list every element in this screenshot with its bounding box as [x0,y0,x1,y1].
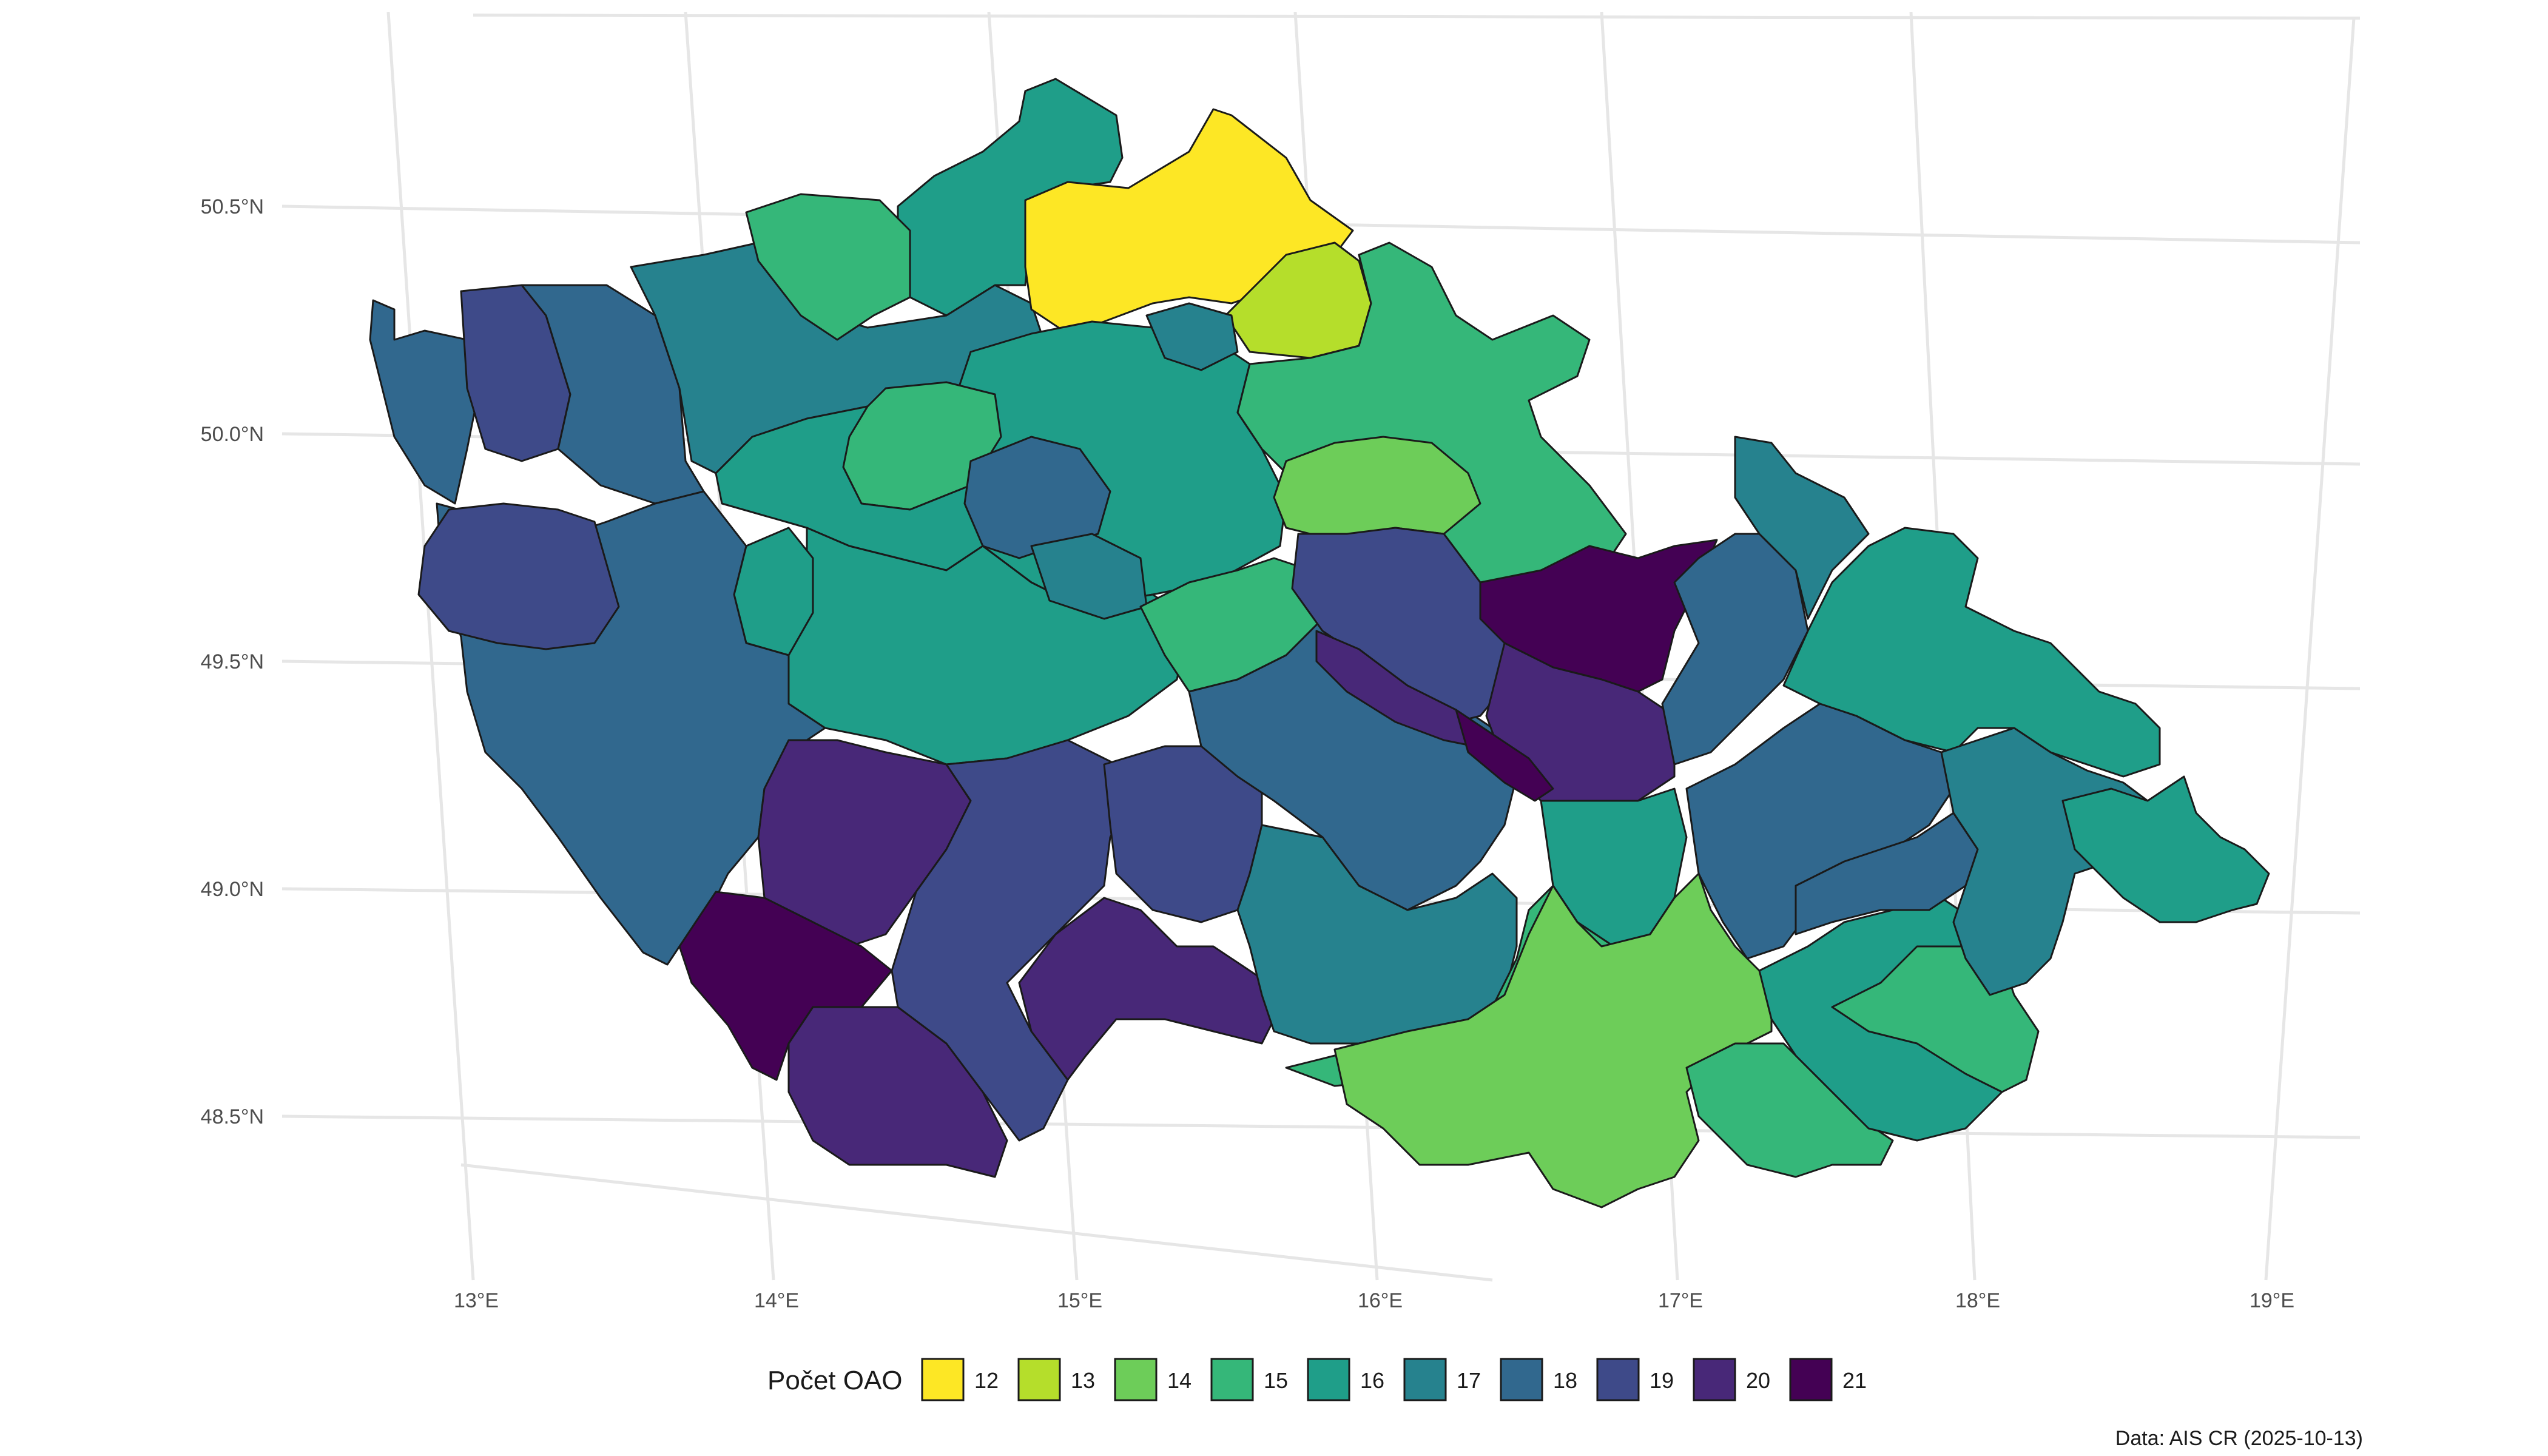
legend-label-20: 20 [1746,1368,1770,1393]
lon-label: 19°E [2250,1289,2294,1312]
region-domazlice [417,502,620,650]
region-mlada-boleslav [1145,302,1239,371]
legend-label-15: 15 [1264,1368,1288,1393]
legend-swatch-16 [1307,1358,1350,1401]
legend-swatch-21 [1789,1358,1833,1401]
parallel-48-2n [460,1163,1493,1282]
lon-label: 15°E [1057,1289,1102,1312]
longitude-labels: 13°E 14°E 15°E 16°E 17°E 18°E 19°E [454,1289,2294,1312]
region-hodonin [1685,1042,1894,1178]
parallel-48-5n [281,1114,2361,1139]
legend-swatch-12 [921,1358,965,1401]
legend-swatch-18 [1500,1358,1543,1401]
parallel-50-8n [473,13,2361,20]
lon-label: 17°E [1658,1289,1703,1312]
lat-label: 48.5°N [201,1105,264,1128]
legend-label-16: 16 [1360,1368,1384,1393]
meridian-19e [2264,18,2356,1281]
lon-label: 16°E [1358,1289,1403,1312]
legend-items: 12 13 14 15 16 17 18 19 20 21 [921,1358,1867,1401]
legend-label-12: 12 [974,1368,999,1393]
legend-label-17: 17 [1457,1368,1481,1393]
region-jindrichuv-hradec [1018,897,1287,1081]
legend-swatch-19 [1596,1358,1640,1401]
region-karlovy-vary-west [369,299,480,505]
region-jihlava-strip [1455,709,1554,802]
lon-label: 13°E [454,1289,499,1312]
region-pisek [757,739,972,948]
legend-swatch-13 [1017,1358,1061,1401]
region-usti-center [745,193,911,341]
legend-swatch-14 [1114,1358,1158,1401]
lon-label: 18°E [1955,1289,2000,1312]
legend-title: Počet OAO [767,1366,903,1395]
legend-label-21: 21 [1842,1368,1867,1393]
legend-label-13: 13 [1071,1368,1095,1393]
meridian-13e [386,12,475,1281]
lat-label: 50.5°N [201,195,264,218]
legend-label-14: 14 [1167,1368,1191,1393]
region-usti-north [897,78,1124,317]
legend-label-18: 18 [1553,1368,1577,1393]
legend-label-19: 19 [1650,1368,1674,1393]
legend-swatch-20 [1693,1358,1736,1401]
lat-label: 49.0°N [201,878,264,901]
latitude-labels: 50.5°N 50.0°N 49.5°N 49.0°N 48.5°N [201,195,264,1128]
lat-label: 49.5°N [201,650,264,673]
region-moravia-north [1734,436,1870,620]
lon-label: 14°E [754,1289,799,1312]
regions [369,78,2270,1208]
data-source-caption: Data: AIS CR (2025-10-13) [2115,1427,2363,1450]
region-trebic-strip [1315,630,1475,747]
region-vsetin [2061,775,2270,923]
legend-swatch-15 [1210,1358,1254,1401]
region-prachatice [787,1006,1008,1178]
legend-swatch-17 [1403,1358,1447,1401]
lat-label: 50.0°N [201,423,264,446]
legend: Počet OAO 12 13 14 15 16 17 18 19 20 21 [767,1358,1867,1401]
region-hradec-south [1273,436,1481,541]
region-prostejov [1685,703,1955,960]
